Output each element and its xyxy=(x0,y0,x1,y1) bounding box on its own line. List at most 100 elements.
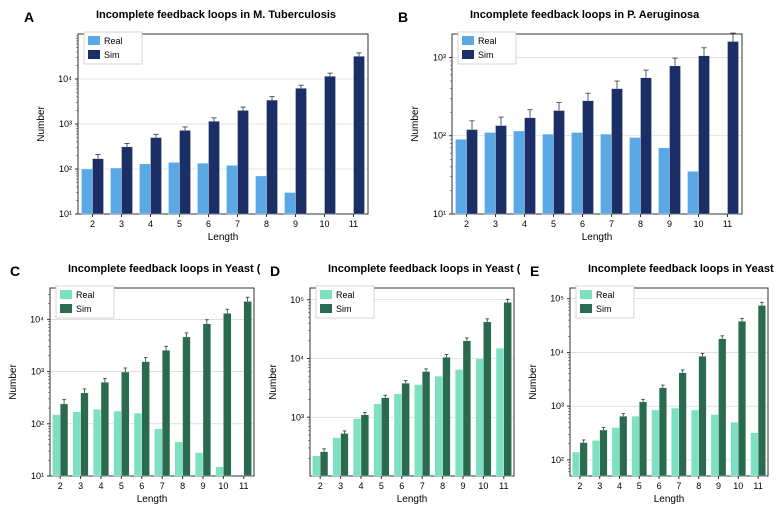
svg-text:5: 5 xyxy=(637,481,642,491)
svg-text:3: 3 xyxy=(597,481,602,491)
svg-text:Sim: Sim xyxy=(76,304,92,314)
svg-text:Sim: Sim xyxy=(478,50,494,60)
svg-text:4: 4 xyxy=(617,481,622,491)
svg-text:10: 10 xyxy=(319,219,329,229)
svg-text:7: 7 xyxy=(420,481,425,491)
svg-text:5: 5 xyxy=(177,219,182,229)
svg-text:5: 5 xyxy=(551,219,556,229)
svg-text:Length: Length xyxy=(397,494,428,505)
svg-text:6: 6 xyxy=(399,481,404,491)
chart-panel-b: B Incomplete feedback loops in P. Aerugin… xyxy=(392,4,752,244)
svg-text:10³: 10³ xyxy=(31,367,44,377)
svg-text:10: 10 xyxy=(693,219,703,229)
svg-text:Number: Number xyxy=(36,106,47,142)
svg-text:7: 7 xyxy=(235,219,240,229)
svg-text:10⁵: 10⁵ xyxy=(290,295,304,305)
svg-text:6: 6 xyxy=(657,481,662,491)
svg-text:2: 2 xyxy=(464,219,469,229)
svg-text:C: C xyxy=(10,263,20,279)
svg-text:10³: 10³ xyxy=(291,412,304,422)
svg-text:10²: 10² xyxy=(31,419,44,429)
svg-text:7: 7 xyxy=(160,481,165,491)
svg-text:3: 3 xyxy=(338,481,343,491)
svg-text:Incomplete feedback loops in P: Incomplete feedback loops in P. Aerugino… xyxy=(470,9,700,21)
svg-text:A: A xyxy=(24,9,34,25)
svg-text:10³: 10³ xyxy=(551,401,564,411)
svg-text:Length: Length xyxy=(582,232,613,243)
svg-text:8: 8 xyxy=(180,481,185,491)
svg-text:9: 9 xyxy=(460,481,465,491)
svg-text:10¹: 10¹ xyxy=(59,209,72,219)
figure-root: AIncomplete feedback loops in M. Tubercu… xyxy=(0,0,777,515)
svg-text:9: 9 xyxy=(293,219,298,229)
svg-text:9: 9 xyxy=(716,481,721,491)
svg-text:2: 2 xyxy=(90,219,95,229)
svg-text:9: 9 xyxy=(667,219,672,229)
chart-panel-a: AIncomplete feedback loops in M. Tubercu… xyxy=(18,4,378,244)
svg-text:5: 5 xyxy=(379,481,384,491)
svg-text:2: 2 xyxy=(58,481,63,491)
svg-text:4: 4 xyxy=(522,219,527,229)
svg-text:Number: Number xyxy=(268,364,279,400)
svg-text:Incomplete feedback loops in Y: Incomplete feedback loops in Yeast (MacI… xyxy=(588,263,774,275)
svg-text:Sim: Sim xyxy=(104,50,120,60)
svg-text:5: 5 xyxy=(119,481,124,491)
svg-text:Number: Number xyxy=(410,106,421,142)
svg-text:10: 10 xyxy=(733,481,743,491)
chart-panel-d: D Incomplete feedback loops in Yeast (Lus… xyxy=(264,258,520,508)
svg-text:10²: 10² xyxy=(433,131,446,141)
svg-text:Real: Real xyxy=(478,36,497,46)
svg-text:10³: 10³ xyxy=(433,52,446,62)
svg-text:Sim: Sim xyxy=(596,304,612,314)
svg-text:8: 8 xyxy=(696,481,701,491)
svg-text:10¹: 10¹ xyxy=(31,471,44,481)
svg-text:Incomplete feedback loops in Y: Incomplete feedback loops in Yeast (Lusc… xyxy=(328,263,520,275)
svg-text:6: 6 xyxy=(206,219,211,229)
svg-text:Real: Real xyxy=(76,290,95,300)
svg-text:Number: Number xyxy=(8,364,19,400)
svg-text:11: 11 xyxy=(349,219,358,229)
svg-text:10: 10 xyxy=(218,481,228,491)
svg-text:3: 3 xyxy=(493,219,498,229)
svg-text:10⁴: 10⁴ xyxy=(58,74,72,84)
svg-text:Incomplete feedback loops in Y: Incomplete feedback loops in Yeast (Lee … xyxy=(68,263,260,275)
svg-text:11: 11 xyxy=(499,481,508,491)
svg-text:8: 8 xyxy=(440,481,445,491)
svg-text:6: 6 xyxy=(139,481,144,491)
svg-text:2: 2 xyxy=(577,481,582,491)
svg-text:4: 4 xyxy=(148,219,153,229)
svg-text:E: E xyxy=(530,263,539,279)
svg-text:2: 2 xyxy=(318,481,323,491)
svg-text:8: 8 xyxy=(264,219,269,229)
svg-text:10²: 10² xyxy=(59,164,72,174)
svg-text:Real: Real xyxy=(104,36,123,46)
svg-text:3: 3 xyxy=(78,481,83,491)
svg-text:Real: Real xyxy=(596,290,615,300)
svg-text:7: 7 xyxy=(609,219,614,229)
svg-text:3: 3 xyxy=(119,219,124,229)
svg-text:B: B xyxy=(398,9,408,25)
svg-text:6: 6 xyxy=(580,219,585,229)
svg-text:10: 10 xyxy=(478,481,488,491)
svg-text:10⁴: 10⁴ xyxy=(290,354,304,364)
chart-panel-e: E Incomplete feedback loops in Yeast (Mac… xyxy=(524,258,774,508)
svg-text:10⁵: 10⁵ xyxy=(550,294,564,304)
svg-text:Number: Number xyxy=(528,364,539,400)
svg-text:Length: Length xyxy=(208,232,239,243)
svg-text:8: 8 xyxy=(638,219,643,229)
svg-text:10³: 10³ xyxy=(59,119,72,129)
svg-text:7: 7 xyxy=(676,481,681,491)
svg-text:10⁴: 10⁴ xyxy=(30,314,44,324)
svg-text:10¹: 10¹ xyxy=(433,209,446,219)
svg-text:Real: Real xyxy=(336,290,355,300)
svg-text:4: 4 xyxy=(98,481,103,491)
svg-text:4: 4 xyxy=(358,481,363,491)
svg-text:10²: 10² xyxy=(551,455,564,465)
svg-text:11: 11 xyxy=(753,481,762,491)
svg-text:Sim: Sim xyxy=(336,304,352,314)
svg-text:11: 11 xyxy=(723,219,732,229)
svg-text:9: 9 xyxy=(200,481,205,491)
svg-text:10⁴: 10⁴ xyxy=(550,347,564,357)
svg-text:D: D xyxy=(270,263,280,279)
svg-text:Length: Length xyxy=(137,494,168,505)
